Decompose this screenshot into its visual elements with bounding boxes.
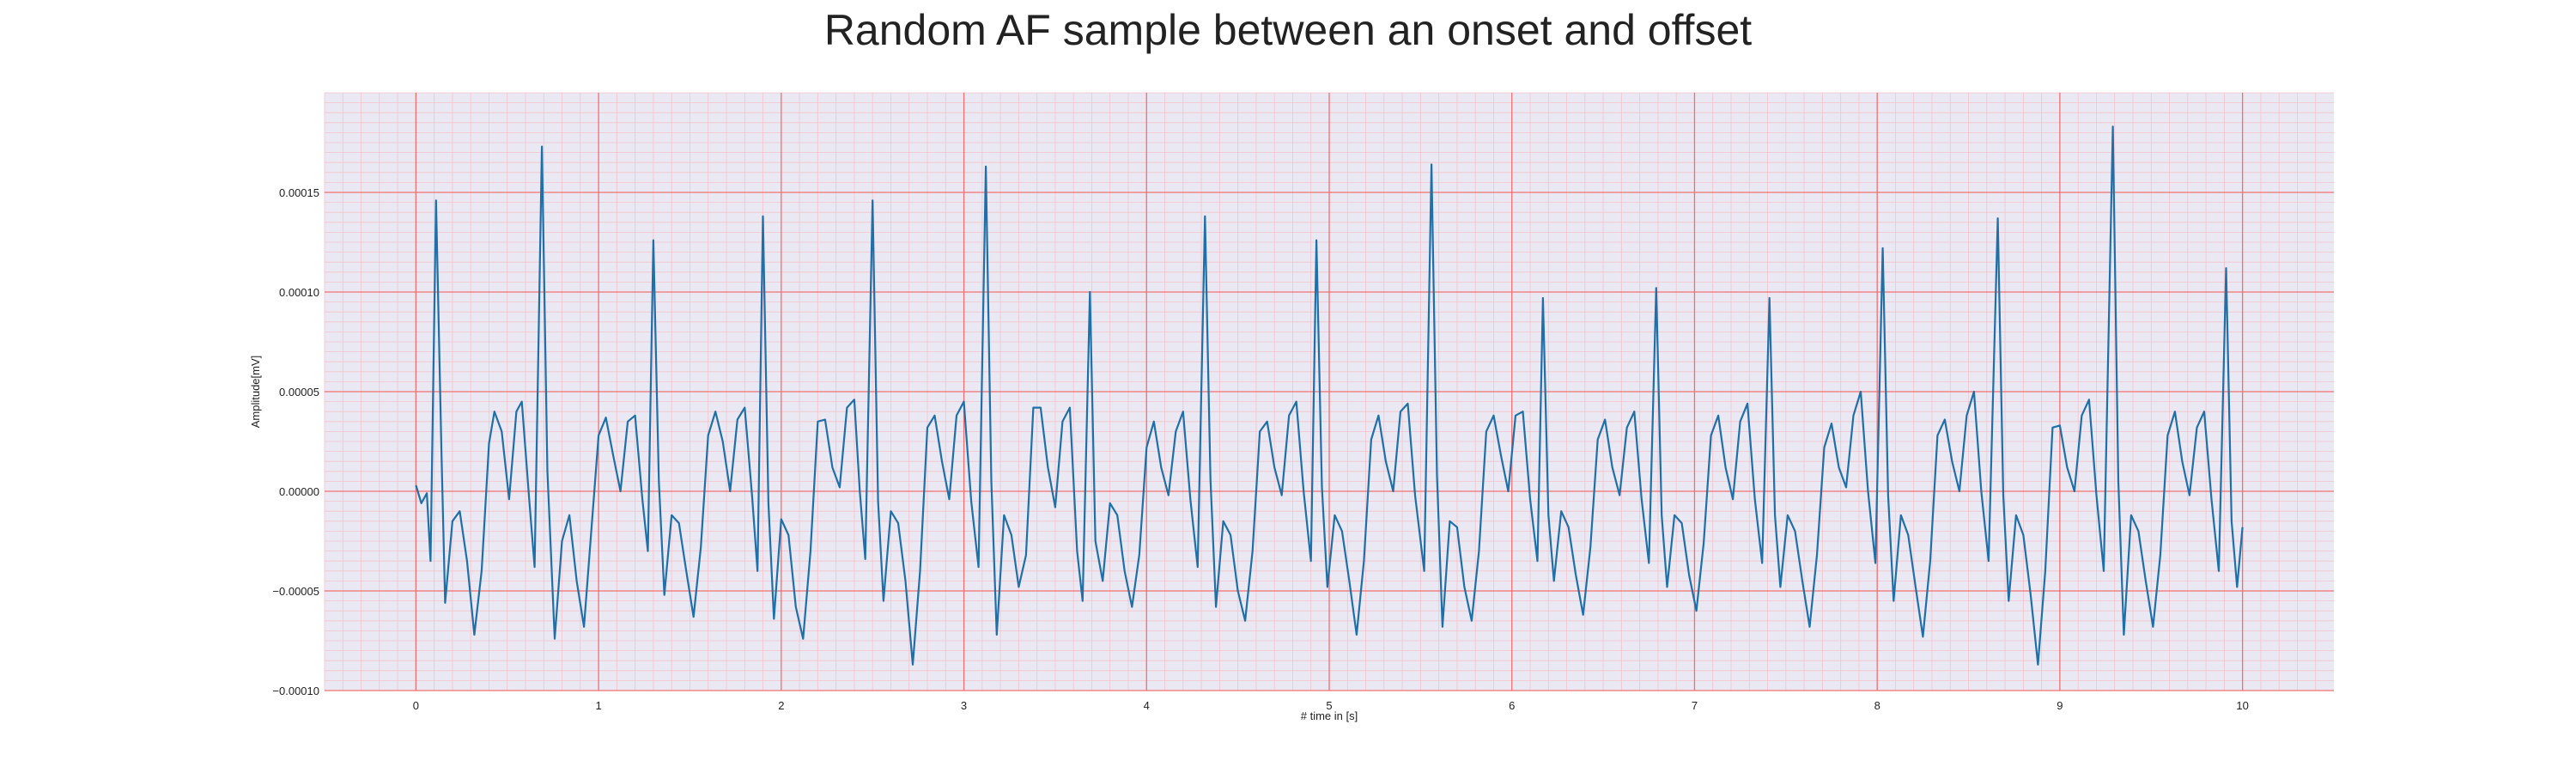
x-tick-label: 0 (413, 699, 419, 712)
tick-layer: 0 1 2 3 4 5 6 7 8 9 10 −0.00010 −0.00005 0.00000 0.000… (272, 186, 2248, 712)
y-tick-label: −0.00010 (272, 685, 319, 697)
y-tick-label: 0.00000 (279, 485, 319, 498)
x-tick-label: 10 (2236, 699, 2248, 712)
x-tick-label: 9 (2057, 699, 2063, 712)
y-tick-label: 0.00015 (279, 186, 319, 199)
x-tick-label: 4 (1144, 699, 1150, 712)
x-tick-label: 2 (778, 699, 784, 712)
y-tick-label: 0.00010 (279, 286, 319, 299)
y-tick-label: −0.00005 (272, 585, 319, 598)
x-tick-label: 8 (1874, 699, 1880, 712)
x-tick-label: 5 (1326, 699, 1332, 712)
x-tick-label: 7 (1692, 699, 1698, 712)
x-tick-label: 1 (595, 699, 601, 712)
x-axis-label: # time in [s] (1301, 709, 1358, 722)
x-tick-label: 3 (961, 699, 967, 712)
x-tick-label: 6 (1509, 699, 1515, 712)
chart-title: Random AF sample between an onset and of… (823, 6, 1753, 54)
series-line (415, 125, 2244, 666)
series-layer (415, 125, 2244, 666)
y-axis-label: Amplitude[mV] (249, 356, 262, 429)
y-tick-label: 0.00005 (279, 386, 319, 399)
